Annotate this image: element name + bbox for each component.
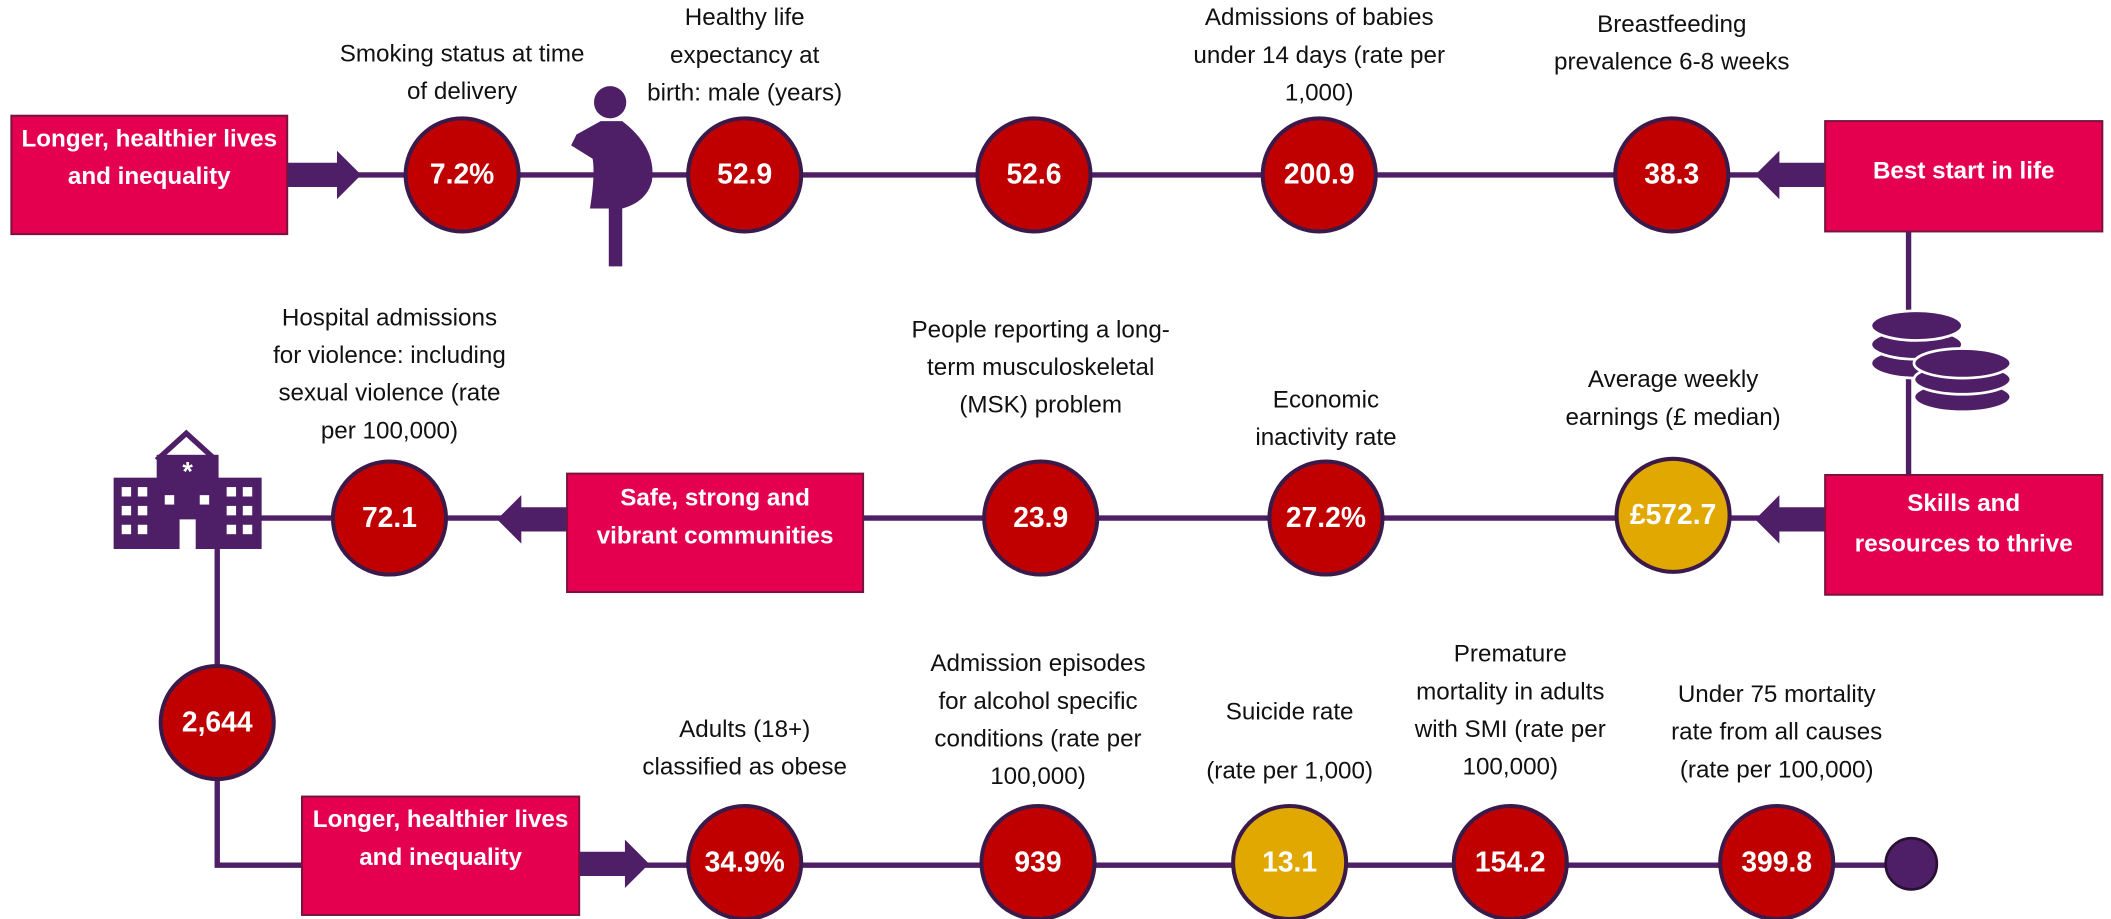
theme-box: [10, 114, 289, 236]
indicator-circle: [982, 459, 1100, 577]
indicator-label: Under 75 mortality: [1678, 681, 1877, 708]
indicator-value: 7.2%: [430, 158, 494, 190]
hospital-icon: *: [113, 429, 262, 549]
indicator-circle: [975, 116, 1093, 234]
indicator-label: sexual violence (rate: [278, 380, 500, 407]
theme-label: Skills and: [1907, 490, 2020, 517]
indicator-value: 52.6: [1006, 158, 1061, 190]
theme-box: [1824, 120, 2104, 233]
indicator-label: birth: male (years): [647, 80, 842, 107]
indicator-label: 100,000): [990, 763, 1086, 790]
indicator-value: 72.1: [362, 501, 417, 533]
indicator-label: for alcohol specific: [938, 688, 1137, 715]
indicator-circle: [686, 116, 804, 234]
indicator-value: 200.9: [1284, 158, 1355, 190]
indicator-label: classified as obese: [642, 754, 847, 781]
indicator-label: conditions (rate per: [934, 725, 1141, 752]
indicator-value: 154.2: [1475, 845, 1546, 877]
indicator-label: People reporting a long-: [912, 316, 1170, 343]
indicator-circle: [1267, 459, 1385, 577]
theme-label: Longer, healthier lives: [21, 125, 277, 152]
indicator-label: term musculoskeletal: [927, 354, 1154, 381]
indicator-label: Economic: [1273, 386, 1379, 413]
theme-box: [300, 795, 581, 916]
indicator-circle: [979, 803, 1097, 919]
indicator-circle: [1718, 803, 1836, 919]
indicator-label: (rate per 1,000): [1206, 758, 1373, 785]
theme-label: vibrant communities: [597, 522, 834, 549]
indicator-label: Hospital admissions: [282, 304, 497, 331]
indicator-value: 38.3: [1644, 158, 1699, 190]
svg-text:*: *: [182, 457, 193, 487]
indicator-label: Admissions of babies: [1205, 4, 1434, 31]
indicator-value: 13.1: [1262, 845, 1317, 877]
indicator-circle: [403, 116, 521, 234]
indicator-circle: [330, 459, 448, 577]
indicator-value: 23.9: [1013, 501, 1068, 533]
indicator-label: (MSK) problem: [959, 392, 1122, 419]
indicator-label: 1,000): [1285, 80, 1354, 107]
indicator-circle: [1451, 803, 1569, 919]
indicator-label: of delivery: [407, 78, 518, 105]
indicator-value: 52.9: [717, 158, 772, 190]
indicator-circle: [1613, 116, 1731, 234]
indicator-label: for violence: including: [273, 342, 506, 369]
indicator-label: expectancy at: [670, 42, 820, 69]
indicator-value: £572.7: [1630, 498, 1716, 530]
indicator-label: inactivity rate: [1255, 424, 1396, 451]
indicator-value: 399.8: [1741, 845, 1812, 877]
theme-label: and inequality: [68, 163, 231, 190]
theme-label: Longer, healthier lives: [313, 806, 569, 833]
indicator-value: 27.2%: [1286, 501, 1366, 533]
theme-label: Best start in life: [1873, 158, 2055, 185]
theme-label: Safe, strong and: [620, 485, 810, 512]
indicator-circle: [1614, 456, 1732, 574]
theme-box: [566, 472, 865, 594]
indicator-label: Average weekly: [1588, 366, 1759, 393]
indicator-label: rate from all causes: [1671, 719, 1882, 746]
indicator-value: 939: [1014, 845, 1061, 877]
indicator-label: prevalence 6-8 weeks: [1554, 49, 1789, 76]
indicator-circle: [158, 664, 276, 782]
indicator-label: Suicide rate: [1226, 699, 1354, 726]
indicator-label: per 100,000): [321, 417, 458, 444]
indicator-label: (rate per 100,000): [1680, 756, 1874, 783]
pregnant-icon: [571, 86, 653, 267]
indicator-label: earnings (£ median): [1565, 404, 1780, 431]
indicator-label: Admission episodes: [930, 650, 1145, 677]
indicator-label: 100,000): [1463, 754, 1559, 781]
indicator-label: Smoking status at time: [340, 41, 585, 68]
indicator-circle: [1231, 803, 1349, 919]
indicator-label: Healthy life: [685, 4, 805, 31]
coins-icon: [1869, 309, 2013, 414]
indicator-value: 34.9%: [705, 845, 785, 877]
indicator-label: with SMI (rate per: [1414, 716, 1606, 743]
theme-label: and inequality: [359, 844, 522, 871]
indicator-label: Breastfeeding: [1597, 11, 1746, 38]
indicator-label: under 14 days (rate per: [1193, 42, 1445, 69]
indicator-circle: [1260, 116, 1378, 234]
theme-box: [1824, 473, 2104, 596]
indicator-label: Adults (18+): [679, 716, 810, 743]
theme-label: resources to thrive: [1855, 530, 2073, 557]
indicator-label: Premature: [1454, 641, 1567, 668]
indicator-value: 2,644: [182, 705, 253, 737]
indicator-circle: [686, 803, 804, 919]
indicator-label: mortality in adults: [1416, 678, 1604, 705]
